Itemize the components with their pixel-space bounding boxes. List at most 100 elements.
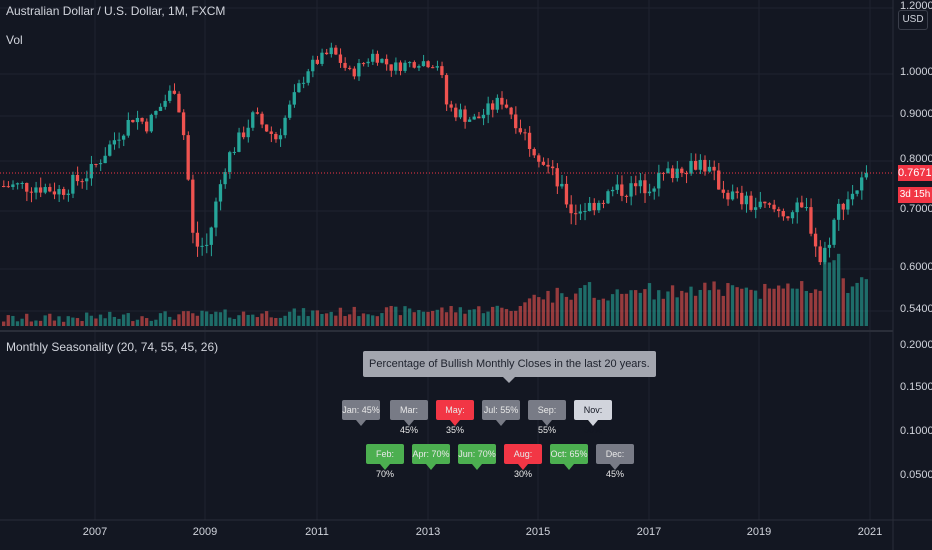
- volume-bar: [818, 290, 822, 326]
- candle-body: [75, 174, 80, 182]
- candle-body: [214, 201, 218, 228]
- candle-body: [435, 66, 439, 68]
- month-label-apr: Apr: 70%: [412, 444, 450, 464]
- candle-body: [846, 199, 850, 210]
- volume-bar: [657, 290, 661, 326]
- indicator-label[interactable]: Monthly Seasonality (20, 74, 55, 45, 26): [6, 340, 219, 354]
- volume-bar: [11, 315, 15, 326]
- candle-body: [592, 202, 596, 211]
- month-label-feb: Feb: 70%: [366, 444, 404, 479]
- volume-bar: [43, 315, 47, 326]
- volume-bar: [550, 302, 555, 326]
- volume-bar: [689, 286, 693, 326]
- seasonality-tooltip: Percentage of Bullish Monthly Closes in …: [363, 351, 656, 377]
- candle-body: [15, 183, 20, 185]
- candle-body: [371, 53, 375, 62]
- candle-body: [647, 191, 652, 194]
- volume-bar: [827, 262, 832, 326]
- candle-body: [158, 106, 163, 111]
- candle-body: [698, 159, 702, 170]
- volume-bar: [329, 311, 333, 326]
- candle-body: [121, 135, 126, 140]
- volume-bar: [232, 318, 236, 326]
- volume-bar: [2, 321, 6, 326]
- candle-body: [375, 53, 379, 63]
- volume-bar: [652, 299, 656, 326]
- candle-body: [352, 68, 356, 77]
- symbol-title[interactable]: Australian Dollar / U.S. Dollar, 1M, FXC…: [6, 4, 226, 18]
- volume-bar: [426, 311, 430, 326]
- candle-body: [149, 114, 153, 132]
- candle-body: [103, 155, 107, 164]
- volume-bar: [191, 313, 195, 326]
- volume-bar: [781, 288, 785, 326]
- candle-body: [800, 202, 804, 208]
- volume-bar: [320, 314, 324, 326]
- candle-body: [241, 132, 246, 138]
- volume-bar: [758, 298, 762, 326]
- candle-body: [813, 233, 818, 247]
- volume-bar: [514, 310, 518, 326]
- candle-body: [744, 195, 749, 205]
- candle-body: [657, 172, 661, 189]
- currency-button[interactable]: USD: [898, 10, 928, 30]
- candle-body: [417, 66, 421, 68]
- candle-body: [29, 191, 33, 193]
- candle-body: [836, 203, 841, 220]
- month-label-jul: Jul: 55%: [482, 400, 520, 420]
- volume-bar: [717, 289, 721, 326]
- time-tick: 2015: [525, 526, 551, 538]
- volume-bar: [347, 314, 352, 326]
- candle-body: [790, 212, 795, 219]
- candle-body: [832, 219, 836, 245]
- time-tick: 2017: [636, 526, 662, 538]
- candle-body: [228, 152, 232, 173]
- candle-body: [297, 83, 301, 93]
- candle-body: [347, 67, 352, 69]
- volume-bar: [684, 292, 689, 326]
- volume-bar: [860, 277, 864, 326]
- volume-bar: [693, 295, 698, 326]
- month-label-jun: Jun: 70%: [458, 444, 496, 464]
- candle-body: [394, 62, 398, 71]
- volume-bar: [698, 289, 702, 326]
- candle-body: [786, 216, 790, 219]
- volume-bar: [661, 298, 665, 326]
- volume-bar: [578, 287, 582, 326]
- volume-label[interactable]: Vol: [6, 33, 23, 47]
- time-tick: 2009: [192, 526, 218, 538]
- candle-body: [546, 164, 550, 167]
- candle-body: [140, 117, 144, 122]
- volume-bar: [61, 321, 66, 326]
- candle-body: [306, 71, 310, 83]
- volume-bar: [278, 317, 283, 326]
- candle-body: [48, 187, 52, 192]
- candle-body: [398, 62, 403, 71]
- candle-body: [426, 61, 430, 68]
- volume-bar: [569, 299, 573, 326]
- candle-body: [795, 202, 799, 213]
- candle-body: [440, 66, 444, 76]
- volume-bar: [495, 305, 499, 326]
- candle-body: [467, 119, 472, 122]
- candle-body: [666, 168, 670, 174]
- candle-body: [541, 161, 546, 165]
- volume-bar: [601, 298, 606, 326]
- candle-body: [380, 58, 384, 63]
- candle-body: [274, 133, 278, 140]
- volume-bar: [200, 310, 204, 326]
- volume-bar: [15, 321, 20, 326]
- candle-body: [43, 187, 47, 193]
- candle-body: [34, 187, 38, 193]
- volume-bar: [223, 309, 227, 326]
- volume-bar: [735, 287, 739, 326]
- volume-bar: [186, 311, 190, 326]
- countdown-badge: 3d 15h: [898, 187, 932, 203]
- candle-body: [703, 159, 707, 172]
